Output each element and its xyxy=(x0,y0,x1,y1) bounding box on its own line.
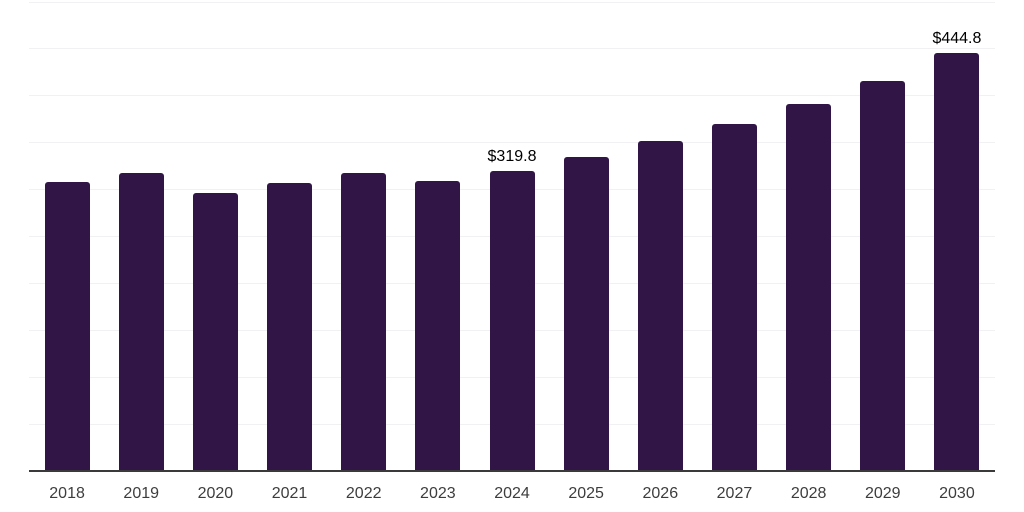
x-axis-line xyxy=(29,470,995,472)
x-tick-label-2026: 2026 xyxy=(642,485,679,502)
gridline-350 xyxy=(29,142,995,144)
x-tick-label-2023: 2023 xyxy=(420,485,456,502)
bar-2029[interactable] xyxy=(860,80,906,471)
x-tick-label-2030: 2030 xyxy=(939,485,975,502)
x-tick-label-2018: 2018 xyxy=(49,485,85,502)
x-tick-label-2028: 2028 xyxy=(790,485,827,502)
bar-2020[interactable] xyxy=(192,192,238,471)
x-tick-label-2022: 2022 xyxy=(345,485,382,502)
gridline-500 xyxy=(29,1,995,3)
x-tick-label-2024: 2024 xyxy=(494,485,530,502)
x-tick-label-2029: 2029 xyxy=(864,485,901,502)
bar-2025[interactable] xyxy=(563,157,609,471)
gridline-450 xyxy=(29,48,995,50)
value-label-2030: $444.8 xyxy=(932,30,982,48)
bar-2030[interactable] xyxy=(934,53,980,471)
x-tick-label-2027: 2027 xyxy=(716,485,753,502)
bar-2023[interactable] xyxy=(415,181,461,471)
bar-2028[interactable] xyxy=(786,103,832,471)
value-label-2024: $319.8 xyxy=(487,147,537,165)
bar-2019[interactable] xyxy=(118,173,164,471)
bar-2021[interactable] xyxy=(267,183,313,471)
x-tick-label-2020: 2020 xyxy=(197,485,234,502)
x-tick-label-2021: 2021 xyxy=(271,485,308,502)
bar-2022[interactable] xyxy=(341,173,387,471)
bar-2024[interactable] xyxy=(489,170,535,471)
x-tick-label-2025: 2025 xyxy=(568,485,604,502)
bar-2027[interactable] xyxy=(711,123,757,471)
gridline-400 xyxy=(29,95,995,97)
x-tick-label-2019: 2019 xyxy=(123,485,160,502)
bar-2018[interactable] xyxy=(44,182,90,471)
bar-2026[interactable] xyxy=(637,141,683,471)
